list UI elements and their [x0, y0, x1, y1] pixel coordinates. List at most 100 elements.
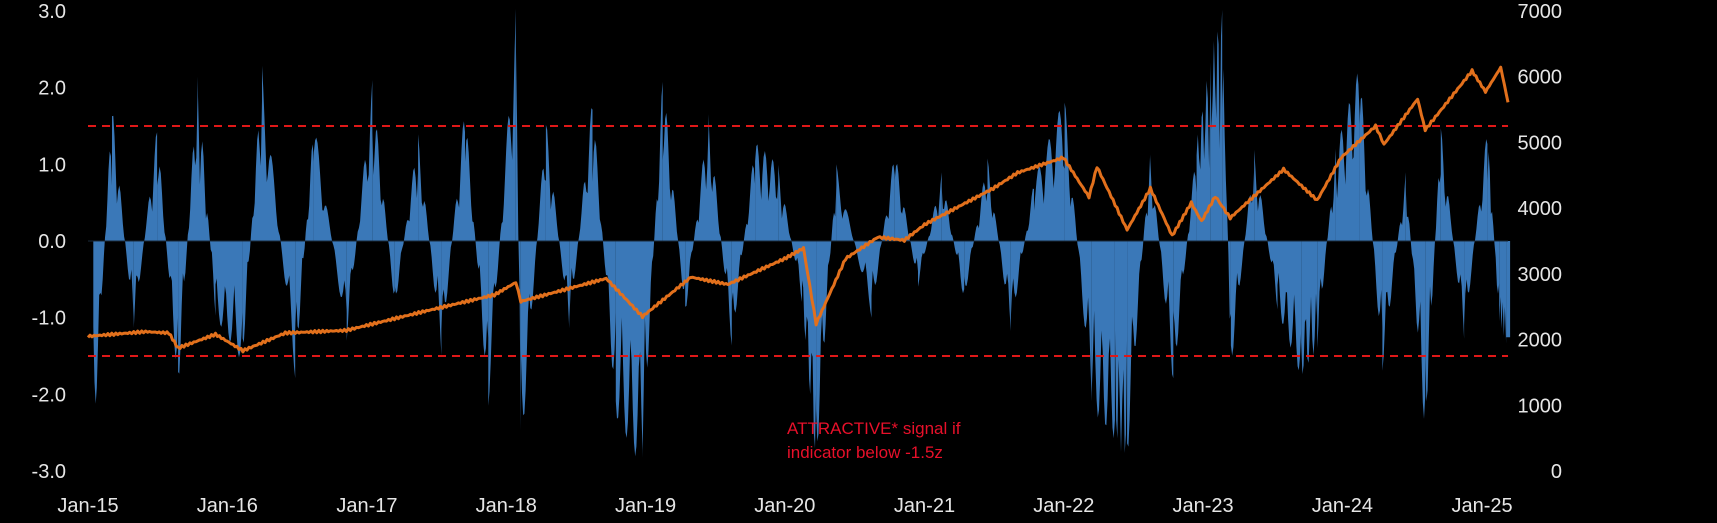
bar-segment: [372, 124, 395, 294]
bar-segment: [313, 137, 347, 314]
bar-segment: [112, 115, 134, 325]
left-axis-tick-label: 2.0: [38, 78, 66, 100]
x-axis-tick-label: Jan-16: [197, 495, 258, 517]
bar-segment: [1222, 69, 1231, 319]
bar-segment: [488, 8, 516, 406]
bar-segment: [441, 121, 465, 332]
bar-segment: [197, 76, 216, 316]
bar-segment: [242, 101, 262, 343]
bar-segment: [1317, 149, 1336, 349]
x-axis-tick-label: Jan-24: [1312, 495, 1373, 517]
bar-segment: [1425, 174, 1441, 402]
bar-segment: [1464, 139, 1488, 326]
bar-segment: [1506, 241, 1511, 338]
right-axis-tick-label: 7000: [1518, 1, 1563, 23]
x-axis-tick-label: Jan-22: [1033, 495, 1094, 517]
bar-segment: [93, 151, 112, 404]
left-axis-ticks: 3.0 2.0 1.0 0.0 -1.0 -2.0 -3.0: [32, 1, 66, 483]
bar-segment: [418, 134, 442, 356]
right-axis-tick-label: 0: [1551, 461, 1562, 483]
bar-segment: [515, 38, 521, 431]
bar-segment: [708, 114, 732, 346]
x-axis-tick-label: Jan-18: [476, 495, 537, 517]
x-axis-tick-label: Jan-23: [1173, 495, 1234, 517]
right-axis-tick-label: 5000: [1518, 132, 1563, 154]
threshold-lines: [88, 125, 1508, 357]
bar-segment: [295, 144, 314, 331]
left-axis-tick-label: -3.0: [32, 461, 66, 483]
bar-segment: [918, 172, 942, 287]
x-axis-tick-label: Jan-20: [754, 495, 815, 517]
x-axis-tick-label: Jan-17: [336, 495, 397, 517]
bar-segment: [964, 182, 988, 286]
bar-segment: [1254, 149, 1278, 310]
bar-segment: [871, 164, 895, 296]
bar-segment: [157, 166, 179, 359]
right-axis-tick-label: 3000: [1518, 264, 1563, 286]
bar-segment: [262, 65, 296, 379]
left-axis-tick-label: -1.0: [32, 308, 66, 330]
bar-segment: [802, 241, 817, 449]
bar-segment: [1127, 157, 1150, 447]
bar-segment: [778, 164, 802, 302]
line-series: [86, 65, 1510, 354]
bar-segment: [1034, 110, 1065, 241]
left-axis-tick-label: -2.0: [32, 384, 66, 406]
bar-segment: [1196, 80, 1211, 241]
bar-segment: [941, 186, 965, 294]
x-axis-tick-label: Jan-19: [615, 495, 676, 517]
bar-series: [93, 8, 1511, 459]
right-axis-tick-label: 6000: [1518, 67, 1563, 89]
x-axis-ticks: Jan-15 Jan-16 Jan-17 Jan-18 Jan-19 Jan-20 Jan-…: [57, 495, 1512, 517]
x-axis-tick-label: Jan-15: [57, 495, 118, 517]
bar-segment: [1301, 241, 1318, 375]
bar-segment: [1010, 188, 1034, 319]
right-axis-ticks: 7000 6000 5000 4000 3000 2000 1000 0: [1518, 1, 1563, 483]
bar-segment: [1091, 241, 1115, 439]
bar-segment: [346, 80, 373, 341]
bar-segment: [1499, 241, 1507, 344]
bar-segment: [642, 81, 663, 459]
bar-segment: [1150, 154, 1174, 379]
bar-segment: [545, 124, 570, 329]
bar-segment: [894, 164, 918, 272]
left-axis-tick-label: 3.0: [38, 1, 66, 23]
bar-segment: [731, 165, 756, 313]
bar-segment: [662, 112, 686, 290]
bar-segment: [1173, 171, 1197, 347]
bar-segment: [816, 185, 837, 442]
bar-segment: [215, 241, 243, 358]
bar-segment: [133, 132, 158, 328]
x-axis-tick-label: Jan-21: [894, 495, 955, 517]
right-axis-tick-label: 1000: [1518, 395, 1563, 417]
bar-segment: [465, 137, 489, 357]
annotation-line-1: ATTRACTIVE* signal if: [787, 419, 961, 438]
bar-segment: [1359, 97, 1383, 328]
bar-segment: [1405, 187, 1426, 419]
right-axis-tick-label: 2000: [1518, 330, 1563, 352]
bar-segment: [569, 108, 593, 324]
price-line: [86, 65, 1510, 354]
left-axis-tick-label: 0.0: [38, 231, 66, 253]
bar-segment: [178, 96, 198, 374]
annotation-line-2: indicator below -1.5z: [787, 443, 943, 462]
bar-segment: [615, 241, 643, 457]
bar-segment: [685, 129, 709, 307]
x-axis-tick-label: Jan-25: [1451, 495, 1512, 517]
bar-segment: [1210, 9, 1223, 242]
left-axis-tick-label: 1.0: [38, 154, 66, 176]
bar-segment: [1487, 151, 1500, 294]
bar-segment: [1440, 128, 1465, 339]
bar-segment: [1114, 241, 1128, 453]
bar-segment: [1382, 172, 1406, 371]
bar-segment: [1277, 241, 1302, 371]
right-axis-tick-label: 4000: [1518, 198, 1563, 220]
bar-segment: [755, 144, 779, 241]
bar-segment: [592, 139, 616, 370]
bar-segment: [520, 168, 546, 416]
bar-segment: [1064, 102, 1092, 402]
bar-segment: [394, 167, 419, 294]
bar-segment: [1335, 73, 1360, 242]
